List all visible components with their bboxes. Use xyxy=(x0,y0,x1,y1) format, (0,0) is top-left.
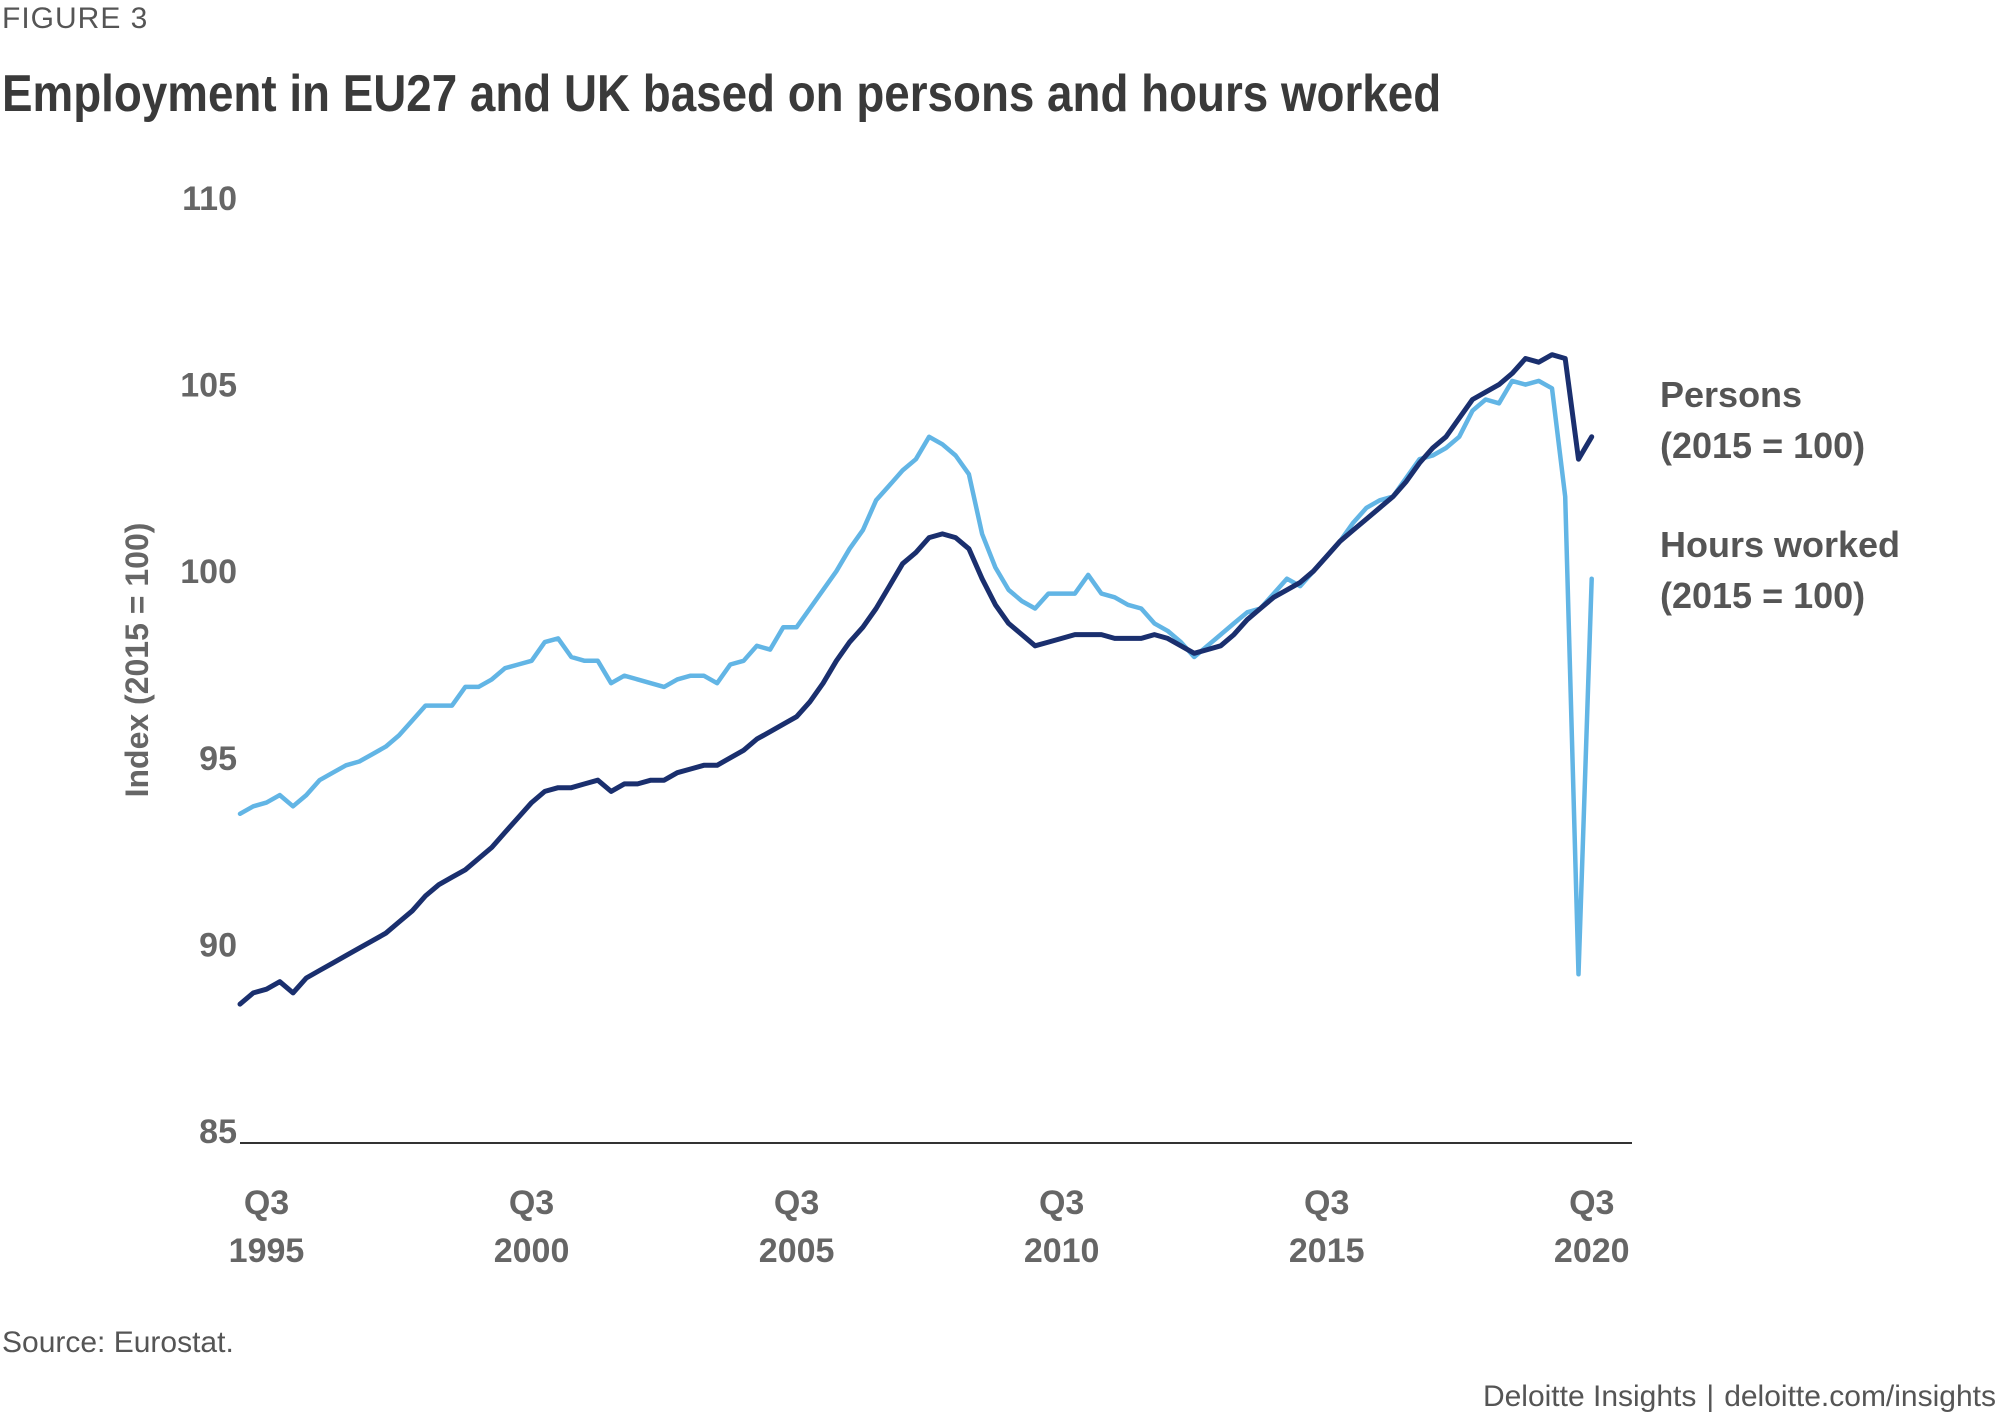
line-chart: 85 90 95 100 105 110 Index (2015 = 100) Q3 199… xyxy=(119,180,1900,1270)
source-note: Source: Eurostat. xyxy=(2,1326,234,1359)
series-lines xyxy=(237,352,1595,1007)
x-tick-label-quarter: Q3 xyxy=(1304,1184,1349,1222)
figure-label: FIGURE 3 xyxy=(2,2,149,35)
x-tick-label-quarter: Q3 xyxy=(1039,1184,1084,1222)
x-tick-label-year: 2015 xyxy=(1289,1232,1365,1270)
y-tick-label: 85 xyxy=(199,1113,237,1151)
x-tick-label-year: 2000 xyxy=(494,1232,570,1270)
footer: Deloitte Insights | deloitte.com/insights xyxy=(1483,1380,1996,1414)
persons-series-line xyxy=(237,352,1595,1007)
y-tick-label: 90 xyxy=(199,926,237,964)
x-tick-label-quarter: Q3 xyxy=(1569,1184,1614,1222)
y-tick-label: 95 xyxy=(199,740,237,778)
x-tick-label-quarter: Q3 xyxy=(509,1184,554,1222)
y-axis-ticks: 85 90 95 100 105 110 xyxy=(180,180,237,1151)
y-tick-label: 110 xyxy=(182,180,237,218)
hours-worked-series-line xyxy=(237,378,1594,977)
y-tick-label: 105 xyxy=(180,367,237,405)
y-axis-label: Index (2015 = 100) xyxy=(119,523,155,798)
chart-title: Employment in EU27 and UK based on perso… xyxy=(2,65,1442,123)
footer-link[interactable]: deloitte.com/insights xyxy=(1724,1380,1996,1413)
persons-label-unit: (2015 = 100) xyxy=(1660,425,1865,466)
footer-separator: | xyxy=(1706,1380,1715,1413)
x-tick-label-quarter: Q3 xyxy=(244,1184,289,1222)
x-tick-label-year: 2005 xyxy=(759,1232,835,1270)
x-tick-label-year: 2020 xyxy=(1554,1232,1630,1270)
x-tick-label-year: 1995 xyxy=(229,1232,305,1270)
x-tick-label-year: 2010 xyxy=(1024,1232,1100,1270)
x-axis-ticks: Q3 1995 Q3 2000 Q3 2005 Q3 2010 Q3 2015 Q3 2020 xyxy=(229,1184,1630,1270)
footer-brand: Deloitte Insights xyxy=(1482,1380,1697,1413)
hours-worked-label-unit: (2015 = 100) xyxy=(1660,575,1865,616)
series-labels: Persons (2015 = 100) Hours worked (2015 = 1… xyxy=(1660,374,1900,616)
persons-label-name: Persons xyxy=(1660,374,1802,415)
hours-worked-label-name: Hours worked xyxy=(1660,524,1900,565)
x-tick-label-quarter: Q3 xyxy=(774,1184,819,1222)
y-tick-label: 100 xyxy=(180,553,237,591)
